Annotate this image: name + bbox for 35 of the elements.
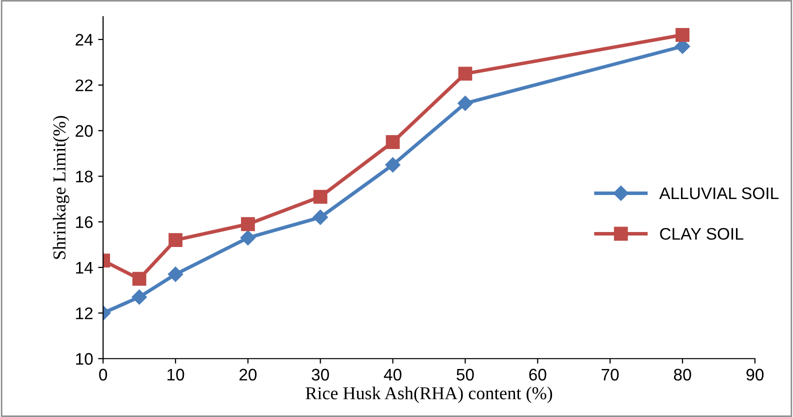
point: [168, 233, 182, 248]
x-tick-label: 40: [384, 368, 402, 381]
legend-label: CLAY SOIL: [660, 228, 744, 240]
point: [458, 96, 473, 111]
point: [676, 28, 690, 42]
point: [132, 290, 147, 305]
y-tick-label: 14: [76, 262, 93, 274]
y-axis-title: Shrinkage Limit(%): [52, 116, 70, 259]
y-tick-label: 24: [76, 34, 93, 46]
x-axis-title: Rice Husk Ash(RHA) content (%): [306, 386, 552, 404]
point: [385, 157, 400, 172]
y-tick-label: 16: [76, 216, 93, 228]
x-tick-label: 70: [602, 368, 619, 381]
point: [168, 266, 184, 282]
point: [312, 210, 328, 225]
x-tick-label: 20: [240, 368, 257, 381]
x-tick-label: 50: [456, 368, 474, 381]
point: [386, 135, 400, 150]
x-tick-label: 80: [674, 368, 692, 381]
point: [240, 230, 256, 246]
x-tick-label: 60: [529, 368, 546, 381]
x-tick-label: 0: [99, 368, 108, 381]
y-tick-label: 12: [76, 307, 93, 320]
x-tick-label: 30: [312, 368, 329, 381]
legend-label: ALLUVIAL SOIL: [659, 187, 778, 200]
point: [241, 217, 255, 232]
point: [458, 66, 472, 81]
y-tick-label: 10: [76, 353, 93, 365]
point: [313, 190, 328, 204]
y-tick-label: 22: [76, 79, 93, 92]
point: [132, 272, 146, 286]
x-tick-label: 10: [168, 368, 184, 381]
y-tick-label: 20: [76, 125, 93, 137]
y-tick-label: 18: [76, 170, 93, 182]
x-tick-label: 90: [746, 368, 764, 381]
